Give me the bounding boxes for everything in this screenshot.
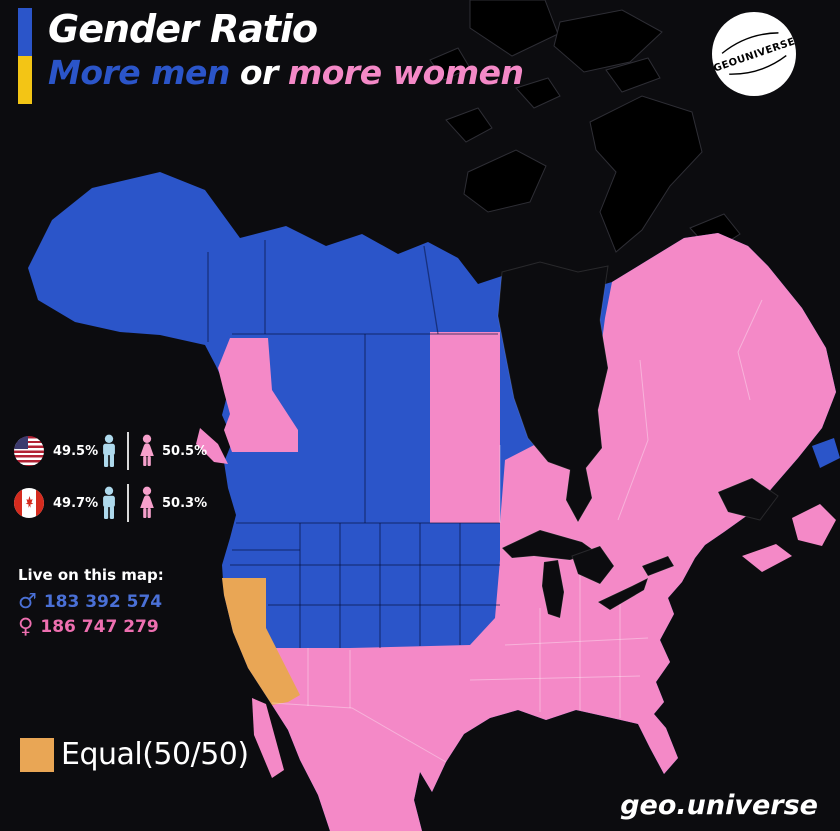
usa-male-percent: 49.5% — [53, 443, 99, 459]
live-female-count: 186 747 279 — [40, 616, 159, 637]
watermark: geo.universe — [620, 790, 818, 821]
male-symbol-icon: ♂ — [18, 589, 37, 613]
female-person-icon — [140, 434, 154, 466]
gulf-of-st-lawrence — [717, 477, 779, 521]
live-male-count: 183 392 574 — [43, 591, 163, 612]
region-california-equal — [222, 578, 300, 705]
live-counts: Live on this map: ♂ 183 392 574 ♀ 186 74… — [18, 566, 164, 641]
equal-legend: Equal(50/50) — [20, 737, 249, 772]
accent-bar-yellow — [18, 56, 32, 104]
female-person-icon — [140, 486, 154, 518]
male-person-icon — [103, 486, 115, 519]
stat-row-usa: 49.5% 50.5% — [14, 428, 207, 474]
region-eastern-north-america — [268, 233, 836, 831]
live-male-row: ♂ 183 392 574 — [18, 591, 164, 612]
region-newfoundland — [792, 504, 836, 546]
subtitle-more-women: more women — [287, 52, 524, 92]
usa-female-percent: 50.5% — [162, 443, 208, 459]
canada-male-percent: 49.7% — [53, 495, 99, 511]
stat-row-canada: 49.7% 50.3% — [14, 480, 207, 526]
lake-ontario — [641, 555, 675, 577]
title-accent-bar — [18, 8, 32, 104]
header: Gender Ratio More men or more women — [18, 7, 534, 104]
live-female-row: ♀ 186 747 279 — [18, 616, 164, 637]
subtitle-more-men: More men — [48, 52, 230, 92]
stat-divider — [127, 484, 129, 522]
region-atlantic-blue-island — [812, 438, 840, 468]
stat-divider — [127, 432, 129, 470]
lake-huron — [571, 545, 615, 585]
lake-erie — [596, 577, 649, 611]
region-baja — [252, 698, 284, 778]
subtitle-or: or — [239, 52, 278, 92]
maple-leaf-icon — [25, 496, 34, 508]
state-borders-blue — [207, 240, 500, 648]
arctic-islands — [429, 0, 767, 253]
male-person-icon — [103, 434, 115, 467]
region-manitoba — [430, 332, 500, 523]
canada-flag-icon — [14, 488, 44, 518]
country-stats: 49.5% 50.5% 49.7% — [14, 428, 207, 532]
region-british-columbia — [218, 338, 298, 452]
region-nova-scotia — [742, 544, 792, 572]
region-vancouver-island — [196, 428, 228, 464]
geouniverse-logo: GEOUNIVERSE — [712, 12, 796, 96]
us-flag-icon — [14, 436, 44, 466]
page-title: Gender Ratio — [48, 7, 318, 51]
canada-female-percent: 50.3% — [162, 495, 208, 511]
state-borders-pink — [271, 299, 763, 763]
live-label: Live on this map: — [18, 566, 164, 584]
accent-bar-blue — [18, 8, 32, 56]
lake-michigan — [541, 559, 565, 619]
page-subtitle: More men or more women — [48, 53, 534, 92]
equal-color-swatch — [20, 737, 54, 772]
female-symbol-icon: ♀ — [18, 614, 34, 638]
equal-legend-label: Equal(50/50) — [61, 737, 249, 772]
hudson-bay — [497, 261, 609, 524]
